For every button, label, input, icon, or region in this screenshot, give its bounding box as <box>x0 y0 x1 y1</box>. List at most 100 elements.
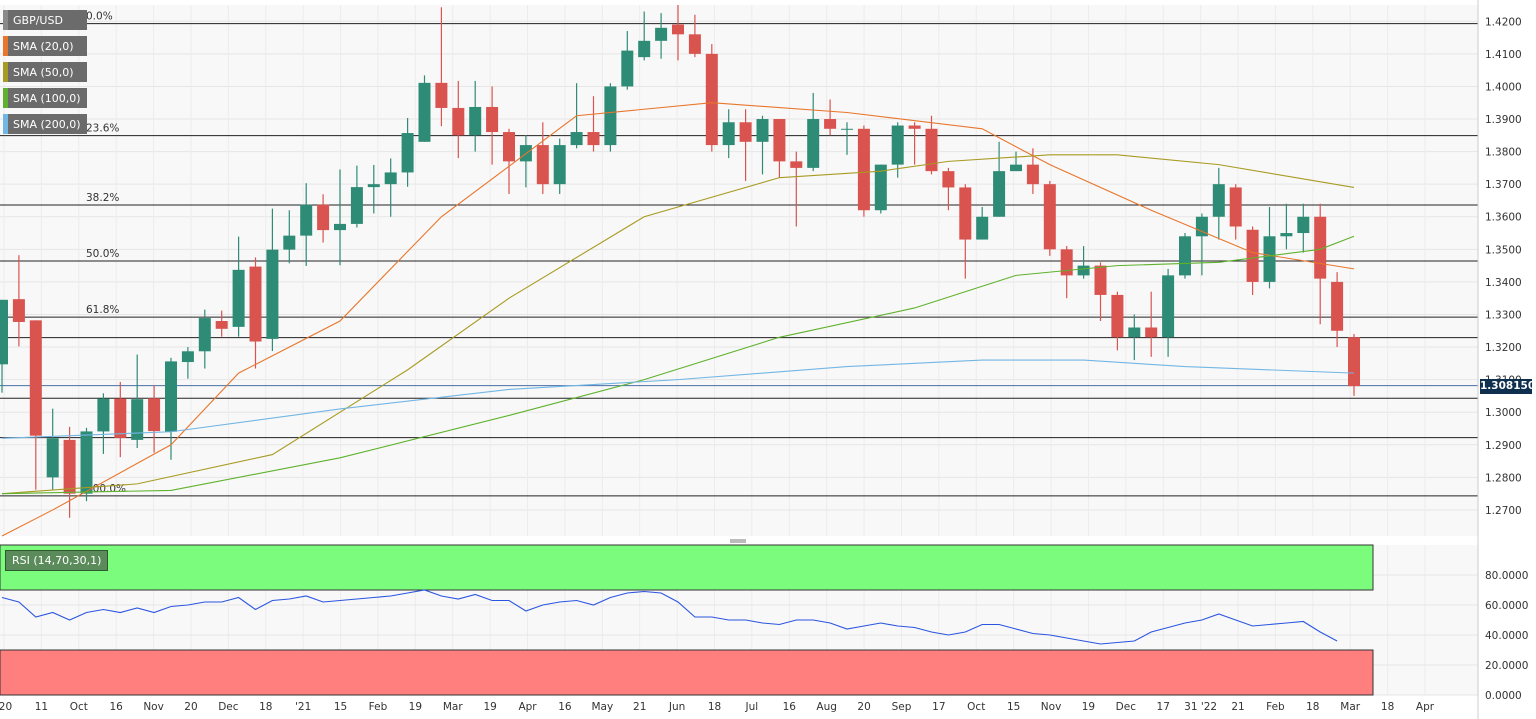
legend-item-sma100[interactable]: SMA (100,0) <box>3 88 87 108</box>
legend-item-sma50[interactable]: SMA (50,0) <box>3 62 87 82</box>
x-tick-label: 20 <box>857 701 870 713</box>
candle-body <box>384 172 397 185</box>
candle-body <box>553 145 566 185</box>
rsi-y-tick-label: 80.0000 <box>1485 570 1528 582</box>
candle-body <box>198 318 211 352</box>
candle-body <box>435 82 448 108</box>
rsi-zone <box>0 649 1374 696</box>
candle-body <box>181 351 194 363</box>
y-tick-label: 1.2700 <box>1485 505 1522 517</box>
legend-swatch <box>3 10 8 30</box>
candle-body <box>80 431 93 494</box>
x-tick-label: Oct <box>967 701 985 713</box>
legend-item-sma20[interactable]: SMA (20,0) <box>3 36 87 56</box>
candle-body <box>604 86 617 146</box>
x-tick-label: '20 <box>0 701 12 713</box>
candle-body <box>1145 327 1158 338</box>
candle-body <box>891 125 904 165</box>
candle-body <box>925 128 938 172</box>
candle-body <box>1179 236 1191 276</box>
candle-body <box>638 40 651 58</box>
candle-body <box>300 204 313 236</box>
candle-body <box>1280 233 1293 237</box>
y-tick-label: 1.3600 <box>1485 212 1522 224</box>
x-tick-label: 16 <box>558 701 572 713</box>
x-tick-label: 18 <box>259 701 272 713</box>
x-tick-label: 21 <box>1231 701 1244 713</box>
rsi-line <box>1 589 1338 645</box>
candle-body <box>266 249 279 339</box>
x-tick-label: Apr <box>1416 701 1435 713</box>
candle-body <box>232 269 245 327</box>
panel-splitter[interactable] <box>730 539 746 543</box>
candle-body <box>1212 184 1225 217</box>
x-tick-label: 19 <box>409 701 422 713</box>
candle-body <box>1060 249 1073 276</box>
sma20-line <box>1 102 1355 537</box>
y-tick-label: 1.2900 <box>1485 440 1522 452</box>
x-tick-label: 18 <box>1381 701 1394 713</box>
candle-body <box>874 164 887 211</box>
moving-averages <box>1 102 1355 537</box>
rsi-y-tick-label: 20.0000 <box>1485 660 1528 672</box>
rsi-zone <box>0 544 1374 591</box>
legend-swatch <box>3 62 8 82</box>
sma100-line <box>1 235 1355 495</box>
fib-level-label: 50.0% <box>86 248 119 260</box>
last-price-badge: 1.308150 <box>1480 378 1536 394</box>
fib-level-label: 0.0% <box>86 11 113 23</box>
rsi-legend[interactable]: RSI (14,70,30,1) <box>5 550 109 571</box>
candle-body <box>908 125 921 129</box>
candle-body <box>824 119 837 129</box>
legend-swatch <box>3 114 8 134</box>
x-tick-label: Sep <box>892 701 912 713</box>
candle-body <box>1077 265 1090 276</box>
x-tick-label: Feb <box>369 701 388 713</box>
legend-label: GBP/USD <box>13 13 63 27</box>
x-tick-label: 31 '22 <box>1184 701 1217 713</box>
legend-item-sma200[interactable]: SMA (200,0) <box>3 114 87 134</box>
legend-label: SMA (100,0) <box>13 91 81 105</box>
fib-level-label: 61.8% <box>86 304 119 316</box>
candle-body <box>46 438 59 478</box>
candle-body <box>317 204 330 231</box>
candle-body <box>367 184 380 188</box>
candle-body <box>587 132 600 146</box>
candle-body <box>1229 187 1242 227</box>
candle-body <box>131 399 144 440</box>
candle-body <box>334 223 346 231</box>
candle-body <box>1195 216 1208 237</box>
rsi-y-tick-label: 60.0000 <box>1485 600 1528 612</box>
y-tick-label: 1.3900 <box>1485 114 1522 126</box>
rsi-y-tick-label: 40.0000 <box>1485 630 1528 642</box>
x-tick-label: Mar <box>443 701 463 713</box>
x-tick-label: Apr <box>518 701 537 713</box>
candle-body <box>29 320 42 436</box>
x-tick-label: Dec <box>218 701 239 713</box>
x-tick-label: 18 <box>1306 701 1319 713</box>
x-tick-label: Jul <box>745 701 759 713</box>
candle-body <box>1331 281 1344 331</box>
candles <box>0 5 1360 518</box>
x-tick-label: Nov <box>143 701 164 713</box>
candle-body <box>722 122 735 146</box>
candle-body <box>790 161 803 168</box>
legend-swatch <box>3 36 8 56</box>
fib-level-label: 23.6% <box>86 123 119 135</box>
candle-body <box>672 24 684 35</box>
candle-body <box>705 53 718 146</box>
candle-body <box>857 128 870 211</box>
candle-body <box>655 27 668 41</box>
x-tick-label: Aug <box>816 701 837 713</box>
candle-body <box>486 106 499 133</box>
candle-body <box>215 320 228 329</box>
candle-body <box>1246 229 1259 282</box>
y-tick-label: 1.3200 <box>1485 342 1522 354</box>
y-tick-label: 1.3400 <box>1485 277 1522 289</box>
x-tick-label: 18 <box>708 701 721 713</box>
x-tick-label: 19 <box>483 701 496 713</box>
candle-body <box>452 107 465 136</box>
legend-label: SMA (20,0) <box>13 39 74 53</box>
legend-item-gbpusd[interactable]: GBP/USD <box>3 10 87 30</box>
candle-body <box>1010 164 1022 172</box>
